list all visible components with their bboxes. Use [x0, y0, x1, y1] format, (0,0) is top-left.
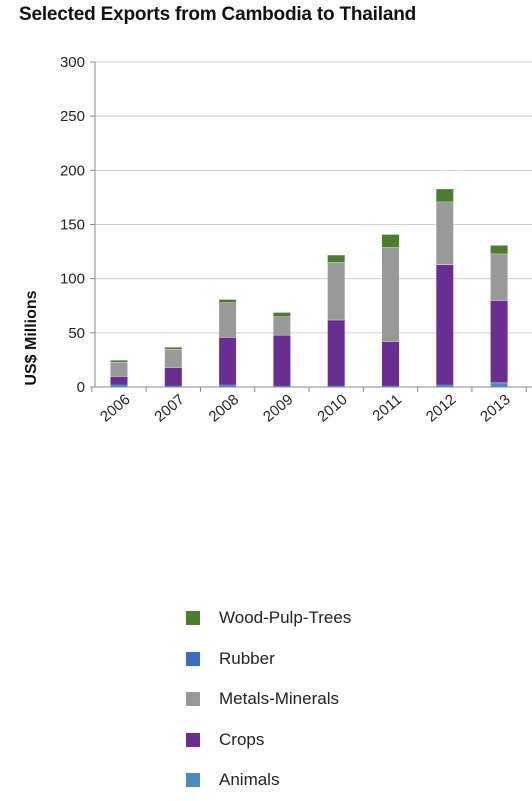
legend-swatch: [186, 732, 200, 747]
bar-chart: 0 50 100 150 200 250 300 US$ Millions 2006 2007 20…: [23, 54, 532, 426]
bar-segment: [219, 302, 237, 338]
x-tick-label: 2008: [206, 391, 242, 425]
bar-segment: [327, 254, 345, 263]
x-tick-label: 2011: [369, 391, 405, 425]
legend-item-wood-pulp-trees: Wood-Pulp-Trees: [186, 598, 446, 639]
bar-segment: [219, 299, 237, 303]
x-tick-label: 2009: [260, 391, 296, 425]
bar-segment: [164, 349, 182, 368]
bar-segment: [327, 319, 345, 386]
y-tick-label: 150: [60, 217, 85, 234]
legend-label: Wood-Pulp-Trees: [219, 608, 352, 628]
x-tick-label: 2013: [477, 391, 513, 425]
bar-segment: [164, 346, 182, 350]
bar-segment: [327, 262, 345, 320]
bar-segment: [110, 362, 128, 377]
legend-item-rubber: Rubber: [186, 639, 446, 680]
y-tick-label: 50: [68, 325, 85, 342]
bar-segment: [436, 384, 454, 387]
legend-swatch: [186, 651, 200, 666]
bar-segment: [436, 188, 454, 202]
bar-segment: [219, 337, 237, 385]
legend-swatch: [186, 692, 200, 707]
bar-segment: [219, 384, 237, 387]
chart-title: Selected Exports from Cambodia to Thaila…: [19, 4, 417, 25]
legend-label: Rubber: [219, 648, 275, 668]
legend-swatch: [186, 611, 200, 626]
legend-label: Animals: [219, 770, 280, 790]
bar-segment: [327, 385, 345, 387]
x-tick-label: 2012: [423, 391, 459, 425]
y-tick-label: 200: [60, 162, 85, 179]
bar-segment: [382, 385, 399, 387]
bar-segment: [382, 234, 399, 248]
x-tick-label: 2006: [97, 391, 133, 425]
bar-segment: [490, 300, 508, 383]
bar-segment: [164, 385, 182, 387]
bar-segment: [110, 359, 128, 363]
x-tick-label: 2007: [151, 391, 187, 425]
bar-segment: [382, 341, 399, 386]
legend-item-animals: Animals: [186, 760, 446, 801]
y-tick-label: 0: [77, 379, 85, 396]
bar-segment: [164, 367, 182, 386]
bar-segment: [273, 312, 291, 317]
bar-segment: [436, 264, 454, 385]
x-tick-label: 2010: [314, 391, 350, 425]
bar-segment: [273, 316, 291, 335]
legend-item-metals-minerals: Metals-Minerals: [186, 679, 446, 720]
bar-segment: [273, 385, 291, 387]
legend-item-crops: Crops: [186, 720, 446, 761]
legend-swatch: [186, 773, 200, 788]
bar-segment: [382, 247, 399, 342]
bar-segment: [110, 376, 128, 385]
y-tick-label: 300: [60, 54, 85, 71]
y-axis-label: US$ Millions: [23, 290, 40, 385]
bar-segment: [436, 201, 454, 265]
legend-label: Metals-Minerals: [219, 689, 339, 709]
bar-segment: [490, 382, 508, 387]
y-tick-label: 250: [60, 108, 85, 125]
legend: Wood-Pulp-Trees Rubber Metals-Minerals C…: [186, 598, 446, 801]
y-tick-label: 100: [60, 271, 85, 288]
bar-segment: [490, 245, 508, 254]
bar-segment: [110, 384, 128, 387]
bar-segment: [273, 335, 291, 386]
legend-label: Crops: [219, 729, 265, 749]
bar-segment: [490, 253, 508, 301]
